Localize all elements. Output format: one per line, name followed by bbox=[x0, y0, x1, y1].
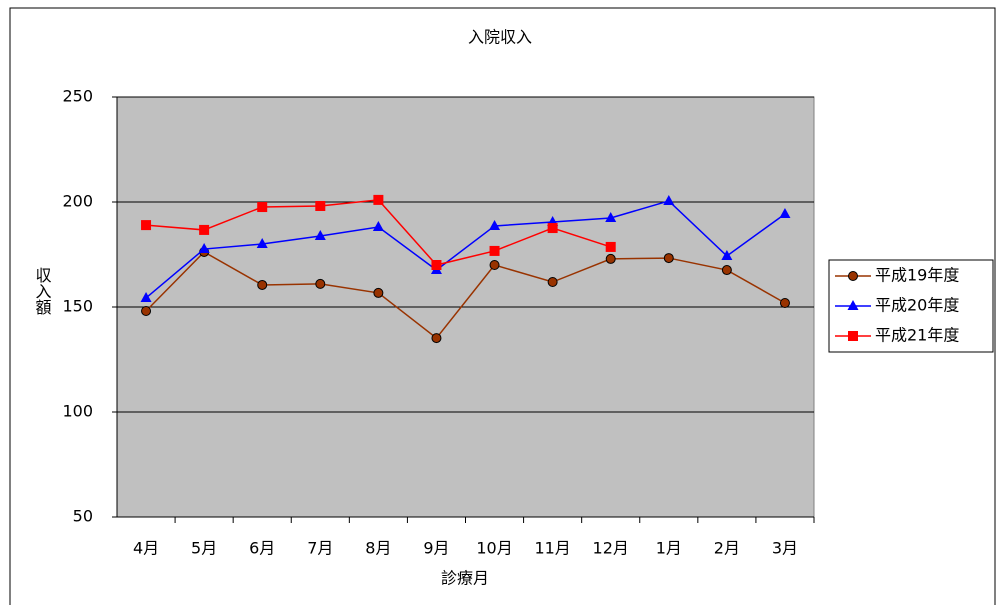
data-point bbox=[373, 287, 384, 298]
data-point bbox=[199, 224, 210, 235]
data-point bbox=[141, 220, 152, 231]
x-tick-label: 10月 bbox=[476, 539, 512, 558]
data-point bbox=[372, 220, 384, 231]
data-point bbox=[779, 298, 790, 309]
y-tick-label: 50 bbox=[73, 507, 93, 526]
y-axis-title: 収入額 bbox=[33, 267, 52, 315]
data-point bbox=[314, 230, 326, 241]
chart-title: 入院収入 bbox=[468, 28, 532, 47]
data-point bbox=[489, 219, 501, 230]
x-tick-label: 5月 bbox=[191, 539, 217, 558]
legend-marker bbox=[848, 331, 858, 341]
y-tick-label: 250 bbox=[62, 87, 93, 106]
data-point bbox=[663, 253, 674, 264]
x-tick-label: 3月 bbox=[772, 539, 798, 558]
data-point bbox=[605, 253, 616, 264]
data-point bbox=[431, 260, 442, 270]
data-point bbox=[489, 260, 500, 270]
data-point bbox=[547, 277, 558, 288]
legend-label: 平成19年度 bbox=[875, 266, 959, 285]
x-tick-label: 12月 bbox=[593, 539, 629, 558]
y-tick-label: 150 bbox=[62, 297, 93, 316]
x-tick-label: 11月 bbox=[534, 539, 570, 558]
data-point bbox=[605, 241, 616, 252]
data-point bbox=[141, 305, 152, 316]
x-tick-label: 8月 bbox=[365, 539, 391, 558]
data-point bbox=[663, 194, 675, 205]
legend-marker bbox=[848, 271, 858, 281]
x-tick-label: 1月 bbox=[656, 539, 682, 558]
data-point bbox=[257, 202, 268, 213]
x-tick-label: 4月 bbox=[133, 539, 159, 558]
series-line bbox=[145, 251, 786, 340]
legend-label: 平成21年度 bbox=[875, 326, 959, 345]
data-point bbox=[198, 243, 210, 254]
data-point bbox=[605, 211, 617, 222]
data-point bbox=[315, 200, 326, 211]
x-tick-label: 9月 bbox=[423, 539, 449, 558]
data-point bbox=[547, 223, 558, 234]
data-point bbox=[721, 265, 732, 276]
series-line bbox=[145, 200, 786, 299]
x-tick-label: 7月 bbox=[307, 539, 333, 558]
data-point bbox=[431, 333, 442, 344]
x-axis-title: 診療月 bbox=[441, 569, 489, 588]
data-point bbox=[721, 249, 733, 260]
legend-label: 平成20年度 bbox=[875, 296, 959, 315]
y-tick-label: 100 bbox=[62, 402, 93, 421]
data-point bbox=[315, 278, 326, 289]
x-tick-label: 2月 bbox=[714, 539, 740, 558]
x-tick-label: 6月 bbox=[249, 539, 275, 558]
data-point bbox=[256, 238, 268, 248]
data-point bbox=[140, 291, 152, 302]
data-point bbox=[489, 245, 500, 256]
data-point bbox=[779, 207, 791, 218]
legend-marker bbox=[847, 300, 859, 310]
data-point bbox=[257, 279, 268, 290]
data-point bbox=[373, 194, 384, 205]
y-tick-label: 200 bbox=[62, 192, 93, 211]
